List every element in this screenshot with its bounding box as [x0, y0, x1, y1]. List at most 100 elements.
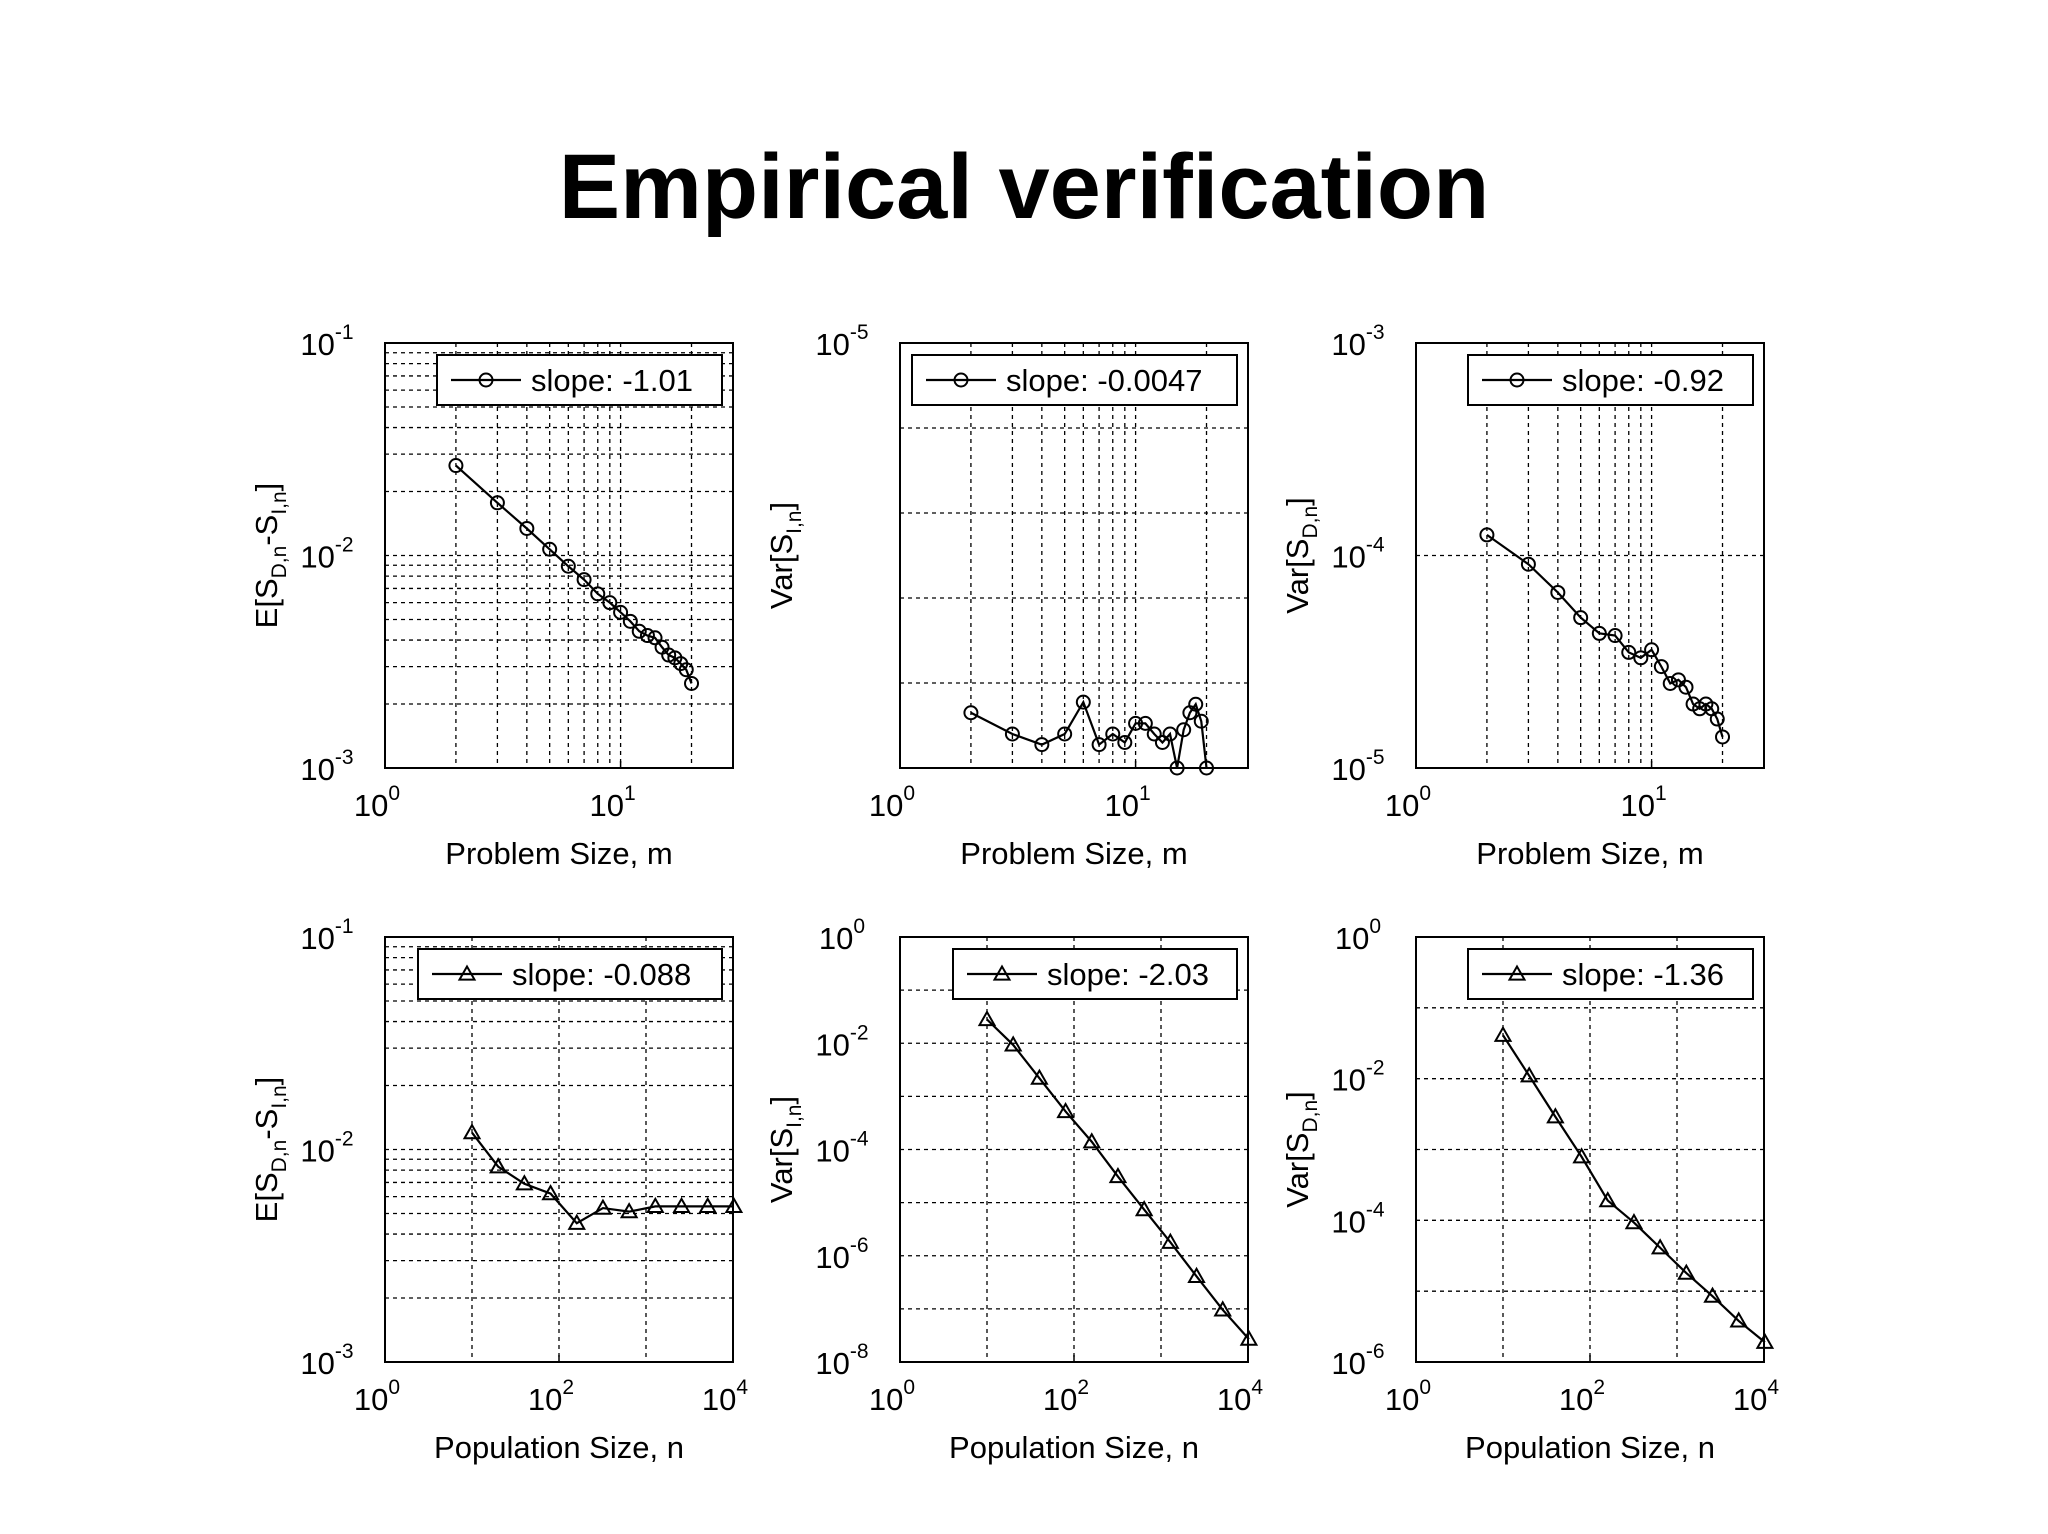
- legend-marker: [478, 372, 494, 388]
- data-point: [488, 1157, 508, 1174]
- data-point: [542, 541, 558, 557]
- slide-title: Empirical verification: [558, 136, 1490, 238]
- data-point: [1162, 726, 1178, 742]
- data-point: [1154, 735, 1170, 750]
- data-point: [1598, 1191, 1617, 1208]
- x-tick-label: 100: [354, 1376, 400, 1417]
- chart-panel-5: 100 102 104 100 10-2 10-4 10-6 10-8 Population S…: [764, 915, 1263, 1465]
- x-tick-label: 100: [354, 782, 400, 823]
- data-point: [1004, 726, 1020, 742]
- x-axis-label: Problem Size, m: [1476, 836, 1703, 871]
- data-point: [1161, 1232, 1180, 1249]
- data-point: [1677, 1263, 1696, 1280]
- legend-marker: [1509, 372, 1525, 388]
- data-point: [489, 495, 505, 511]
- data-point: [619, 1202, 639, 1219]
- legend-marker: [992, 964, 1012, 981]
- y-tick-label: 10-1: [300, 915, 353, 956]
- x-axis-label: Population Size, n: [1465, 1430, 1715, 1465]
- data-point: [724, 1196, 744, 1213]
- data-point: [1056, 1101, 1075, 1119]
- data-point: [1573, 610, 1589, 626]
- data-point: [1662, 675, 1678, 691]
- data-point: [613, 604, 629, 620]
- data-point: [646, 1196, 665, 1213]
- data-point: [1591, 625, 1607, 641]
- x-axis-label: Population Size, n: [434, 1430, 684, 1465]
- data-point: [1199, 760, 1215, 776]
- series-line: [970, 699, 1208, 769]
- legend-label: slope: -1.36: [1562, 957, 1724, 992]
- x-tick-label: 104: [1217, 1376, 1263, 1417]
- data-point: [1572, 1147, 1591, 1164]
- data-point: [1607, 628, 1623, 644]
- y-tick-label: 10-6: [815, 1234, 868, 1275]
- y-tick-label: 10-3: [300, 1340, 353, 1381]
- data-point: [1729, 1311, 1748, 1328]
- x-tick-label: 100: [869, 1376, 915, 1417]
- series-line: [1502, 1034, 1766, 1344]
- y-tick-label: 10-2: [300, 534, 353, 575]
- data-point: [519, 520, 535, 536]
- data-point: [1082, 1132, 1101, 1149]
- data-point: [567, 1213, 586, 1230]
- x-tick-label: 101: [590, 782, 636, 823]
- data-point: [1709, 711, 1725, 727]
- data-point: [678, 662, 694, 678]
- y-tick-label: 10-4: [1331, 534, 1384, 575]
- chart-panel-4: 100 102 104 10-1 10-2 10-3 Population Size, n E…: [249, 915, 748, 1465]
- y-tick-label: 10-4: [815, 1128, 868, 1169]
- data-point: [1621, 644, 1637, 660]
- legend-label: slope: -0.088: [512, 957, 691, 992]
- data-point: [1755, 1332, 1775, 1349]
- data-point: [593, 1198, 613, 1215]
- legend-label: slope: -2.03: [1047, 957, 1209, 992]
- data-point: [1003, 1035, 1023, 1052]
- data-point: [448, 458, 464, 474]
- data-point: [1519, 1066, 1539, 1083]
- chart-panel-1: 100 101 10-1 10-2 10-3 Problem Size, m E[SD,n-…: [249, 321, 734, 871]
- y-tick-label: 10-2: [815, 1021, 868, 1062]
- data-point: [1137, 715, 1153, 731]
- data-point: [672, 1196, 691, 1213]
- data-point: [1550, 584, 1566, 600]
- series-line: [471, 1132, 734, 1225]
- data-point: [1034, 737, 1050, 753]
- data-point: [590, 586, 606, 602]
- y-tick-label: 10-3: [1331, 321, 1384, 362]
- data-point: [1650, 1238, 1670, 1255]
- x-tick-label: 104: [702, 1376, 748, 1417]
- x-tick-label: 100: [1385, 1376, 1431, 1417]
- data-point: [1653, 659, 1669, 675]
- x-tick-label: 100: [869, 782, 915, 823]
- y-axis-label: Var[SI,n]: [764, 1096, 806, 1203]
- y-tick-label: 10-6: [1331, 1340, 1384, 1381]
- data-point: [1493, 1025, 1513, 1042]
- y-tick-label: 10-5: [1331, 746, 1384, 787]
- data-point: [1213, 1300, 1232, 1317]
- y-tick-label: 100: [1335, 915, 1381, 956]
- data-point: [1678, 679, 1694, 695]
- data-point: [1146, 726, 1162, 742]
- legend-box: [417, 948, 723, 1000]
- data-point: [560, 558, 576, 574]
- data-point: [1030, 1068, 1049, 1085]
- x-axis-label: Problem Size, m: [445, 836, 672, 871]
- plot-frame: [384, 342, 734, 769]
- data-point: [1546, 1107, 1565, 1124]
- series-line: [1486, 534, 1724, 738]
- y-tick-label: 100: [819, 915, 865, 956]
- x-axis-label: Population Size, n: [949, 1430, 1199, 1465]
- data-point: [1169, 760, 1185, 776]
- data-point: [1644, 642, 1660, 658]
- data-point: [1239, 1329, 1259, 1346]
- data-point: [1128, 715, 1144, 731]
- y-tick-label: 10-8: [815, 1340, 868, 1381]
- plot-frame: [1415, 342, 1765, 769]
- series-line: [986, 1018, 1250, 1340]
- plot-frame: [899, 342, 1249, 769]
- x-tick-label: 101: [1105, 782, 1151, 823]
- data-point: [1176, 722, 1192, 738]
- y-tick-label: 10-1: [300, 321, 353, 362]
